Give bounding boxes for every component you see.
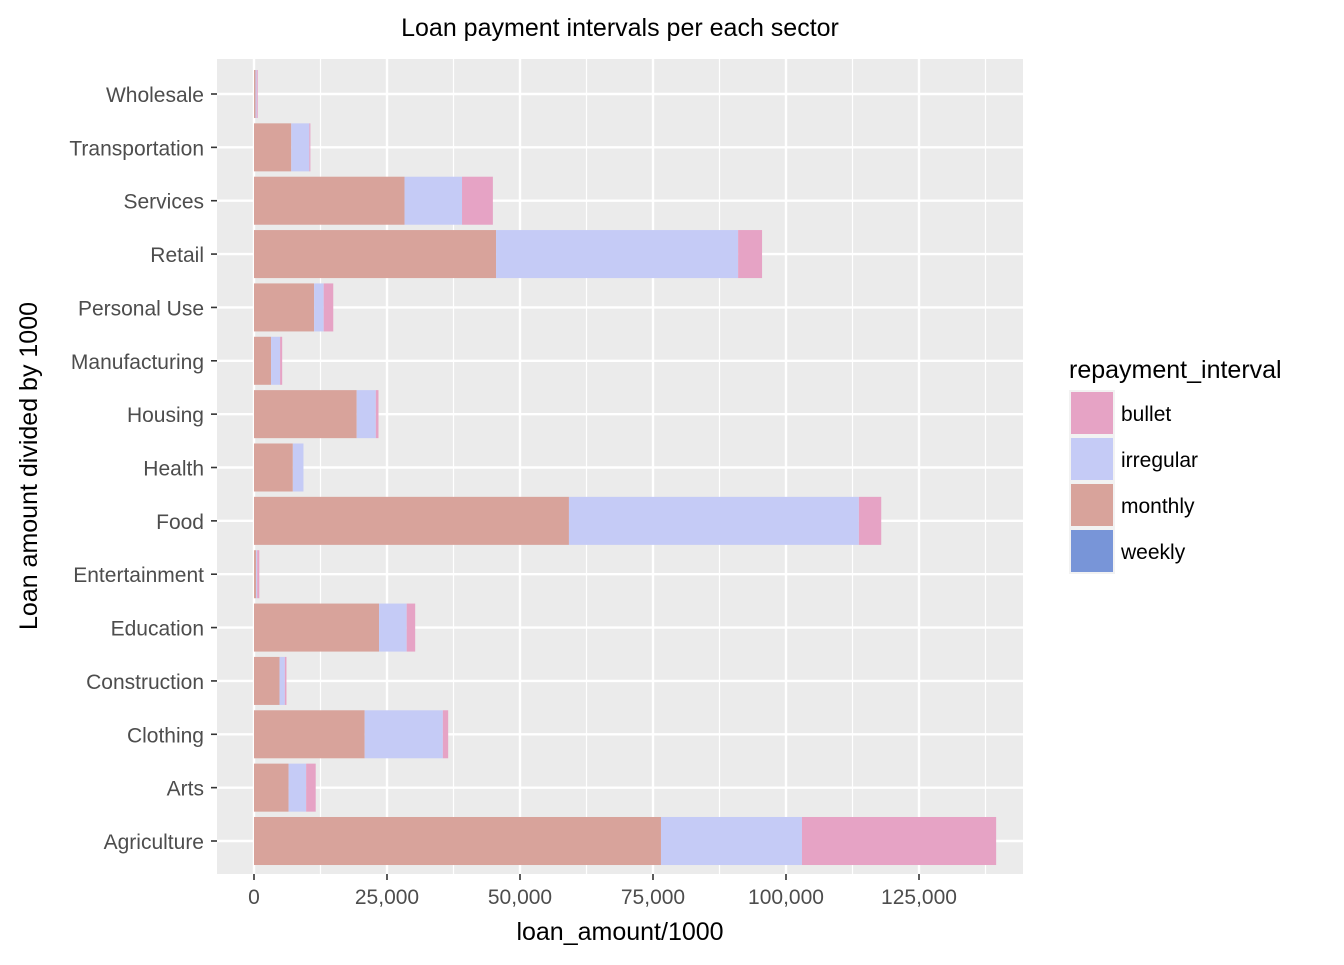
bar-personal-use-bullet bbox=[323, 283, 334, 332]
legend-key-bullet bbox=[1071, 392, 1113, 434]
bar-transportation-monthly bbox=[254, 123, 292, 172]
bar-construction-monthly bbox=[254, 656, 280, 705]
bar-health-irregular bbox=[292, 443, 304, 492]
bar-health-monthly bbox=[254, 443, 293, 492]
legend-key-weekly bbox=[1071, 530, 1113, 572]
bar-retail-irregular bbox=[496, 230, 739, 279]
legend: repayment_interval bullet irregular monthl… bbox=[1069, 356, 1282, 574]
bar-entertainment-monthly bbox=[254, 550, 257, 599]
bar-arts-irregular bbox=[288, 763, 307, 812]
y-tick-label-services: Services bbox=[123, 191, 204, 214]
legend-label-irregular: irregular bbox=[1121, 449, 1198, 472]
y-tick-label-housing: Housing bbox=[127, 404, 204, 427]
bar-housing-bullet bbox=[375, 390, 379, 439]
legend-key-monthly bbox=[1071, 484, 1113, 526]
bar-manufacturing-monthly bbox=[254, 336, 272, 385]
bar-services-irregular bbox=[404, 176, 463, 225]
y-axis-label: Loan amount divided by 1000 bbox=[15, 302, 43, 630]
y-tick-label-clothing: Clothing bbox=[127, 724, 204, 747]
y-tick-label-food: Food bbox=[156, 511, 204, 534]
y-tick-label-personal-use: Personal Use bbox=[78, 297, 204, 320]
bar-manufacturing-irregular bbox=[271, 336, 281, 385]
bar-services-monthly bbox=[254, 176, 405, 225]
y-tick-label-agriculture: Agriculture bbox=[104, 831, 204, 854]
bar-transportation-irregular bbox=[291, 123, 310, 172]
bar-retail-monthly bbox=[254, 230, 497, 279]
bar-retail-bullet bbox=[738, 230, 763, 279]
x-tick-label: 0 bbox=[248, 886, 260, 909]
bar-transportation-bullet bbox=[309, 123, 311, 172]
x-tick-label: 125,000 bbox=[881, 886, 957, 909]
bar-clothing-monthly bbox=[254, 710, 365, 759]
bar-wholesale-irregular bbox=[255, 69, 257, 119]
bar-manufacturing-bullet bbox=[280, 336, 283, 385]
x-tick-label: 50,000 bbox=[488, 886, 552, 909]
legend-title: repayment_interval bbox=[1069, 356, 1282, 384]
bar-food-monthly bbox=[254, 496, 569, 545]
bar-arts-bullet bbox=[306, 763, 316, 812]
x-tick-label: 100,000 bbox=[748, 886, 824, 909]
bar-construction-bullet bbox=[284, 656, 287, 705]
bar-construction-irregular bbox=[279, 656, 285, 705]
y-tick-label-retail: Retail bbox=[150, 244, 204, 267]
legend-key-irregular bbox=[1071, 438, 1113, 480]
bar-agriculture-irregular bbox=[660, 816, 802, 866]
bar-agriculture-bullet bbox=[801, 816, 997, 866]
legend-label-monthly: monthly bbox=[1121, 495, 1195, 518]
legend-label-bullet: bullet bbox=[1121, 403, 1171, 426]
bar-housing-irregular bbox=[356, 390, 376, 439]
y-tick-label-education: Education bbox=[111, 618, 204, 641]
bar-services-bullet bbox=[462, 176, 493, 225]
bar-layer bbox=[254, 69, 997, 866]
legend-label-weekly: weekly bbox=[1120, 541, 1186, 564]
bar-education-bullet bbox=[406, 603, 416, 652]
x-axis-label: loan_amount/1000 bbox=[516, 918, 723, 946]
y-tick-label-manufacturing: Manufacturing bbox=[71, 351, 204, 374]
bar-education-irregular bbox=[379, 603, 407, 652]
bar-arts-monthly bbox=[254, 763, 289, 812]
bar-personal-use-irregular bbox=[314, 283, 324, 332]
bar-clothing-irregular bbox=[364, 710, 443, 759]
y-tick-label-arts: Arts bbox=[167, 778, 204, 801]
bar-agriculture-monthly bbox=[254, 816, 661, 866]
y-tick-label-transportation: Transportation bbox=[69, 137, 204, 160]
bar-food-irregular bbox=[568, 496, 859, 545]
x-tick-label: 25,000 bbox=[355, 886, 419, 909]
bar-entertainment-irregular bbox=[256, 550, 258, 599]
bar-wholesale-monthly bbox=[254, 69, 256, 119]
y-axis: Agriculture Arts Clothing Construction Educa… bbox=[69, 84, 217, 854]
bar-education-monthly bbox=[254, 603, 380, 652]
bar-personal-use-monthly bbox=[254, 283, 315, 332]
x-tick-label: 75,000 bbox=[621, 886, 685, 909]
bar-housing-monthly bbox=[254, 390, 357, 439]
y-tick-label-entertainment: Entertainment bbox=[73, 564, 204, 587]
y-tick-label-wholesale: Wholesale bbox=[106, 84, 204, 107]
bar-entertainment-bullet bbox=[257, 550, 260, 599]
bar-food-bullet bbox=[858, 496, 882, 545]
bar-wholesale-bullet bbox=[256, 69, 258, 119]
bar-clothing-bullet bbox=[442, 710, 449, 759]
y-tick-label-health: Health bbox=[143, 458, 204, 481]
chart-title: Loan payment intervals per each sector bbox=[401, 14, 839, 42]
grid-layer bbox=[217, 59, 1023, 874]
x-axis: 0 25,000 50,000 75,000 100,000 125,000 bbox=[248, 874, 957, 909]
y-tick-label-construction: Construction bbox=[86, 671, 204, 694]
